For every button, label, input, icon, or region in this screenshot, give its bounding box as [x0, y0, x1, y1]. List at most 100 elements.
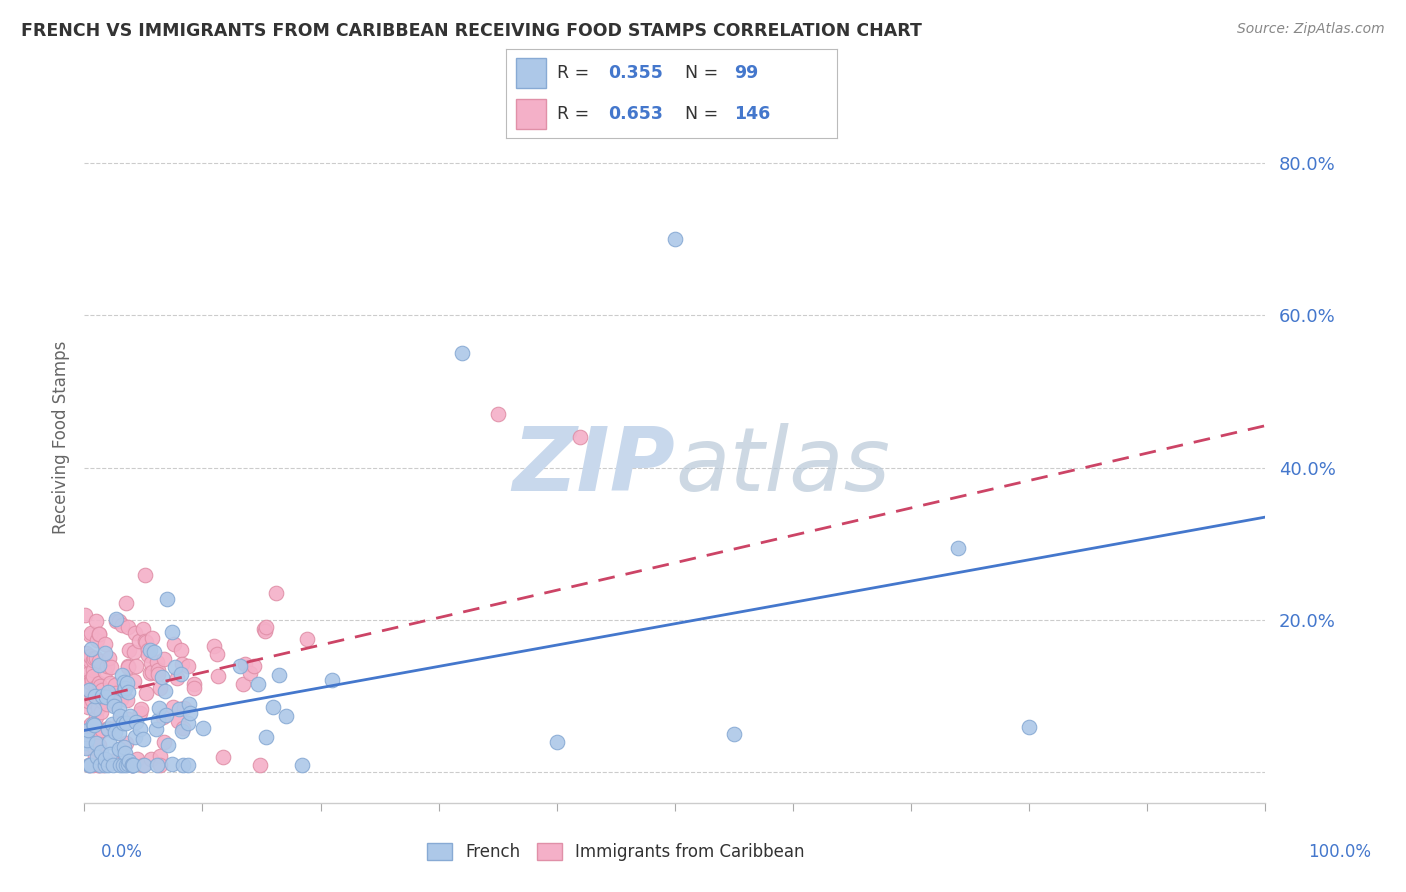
Point [111, 617, 134, 632]
Point [89, 681, 111, 696]
Point [108, 702, 131, 716]
Point [115, 757, 138, 772]
Point [84, 680, 107, 694]
Point [253, 623, 276, 637]
Point [112, 683, 135, 698]
Point [121, 757, 143, 772]
Point [86, 750, 108, 764]
Point [262, 700, 284, 714]
Point [89, 689, 111, 703]
Point [141, 665, 163, 679]
Point [105, 614, 128, 628]
Point [118, 708, 141, 723]
Point [169, 702, 191, 716]
Point [108, 614, 131, 628]
Point [76, 666, 98, 681]
Point [89, 679, 111, 693]
Point [94, 665, 117, 679]
Point [103, 698, 125, 713]
Point [121, 757, 143, 772]
Point [239, 665, 262, 680]
Point [146, 663, 169, 677]
Point [90, 689, 112, 703]
Point [156, 592, 179, 607]
Point [73, 740, 96, 755]
Point [146, 656, 169, 670]
Point [205, 647, 228, 661]
Text: N =: N = [685, 105, 723, 123]
Point [83, 689, 105, 703]
Point [75, 646, 97, 660]
Point [232, 677, 254, 691]
Point [89, 658, 111, 673]
Point [128, 633, 150, 648]
Point [96, 698, 118, 712]
Point [117, 620, 139, 634]
Point [139, 752, 162, 766]
Point [77, 727, 100, 741]
Point [77, 757, 100, 772]
Point [146, 757, 169, 772]
Point [163, 660, 186, 674]
Point [145, 723, 167, 737]
Point [114, 596, 136, 610]
Point [87, 676, 110, 690]
Point [264, 586, 287, 600]
Point [91, 757, 114, 772]
Point [172, 757, 194, 772]
Point [276, 709, 298, 723]
Point [249, 757, 271, 772]
Point [546, 735, 568, 749]
Point [77, 723, 100, 738]
Text: R =: R = [557, 64, 595, 82]
Point [121, 757, 143, 772]
Legend: French, Immigrants from Caribbean: French, Immigrants from Caribbean [420, 836, 811, 868]
Point [111, 668, 134, 682]
Point [84, 741, 107, 756]
Point [122, 674, 145, 689]
Point [83, 748, 105, 763]
Point [1018, 720, 1040, 734]
Point [948, 541, 970, 555]
Point [129, 706, 152, 721]
Point [89, 757, 111, 772]
Point [82, 717, 104, 731]
Point [152, 709, 174, 723]
Point [82, 663, 104, 677]
Text: 0.0%: 0.0% [101, 843, 143, 861]
Point [149, 757, 172, 772]
Point [125, 658, 148, 673]
Point [89, 725, 111, 739]
Point [114, 681, 136, 696]
Point [121, 757, 143, 772]
Point [97, 757, 120, 772]
Point [172, 721, 194, 735]
Point [162, 757, 184, 772]
Point [253, 624, 276, 639]
Point [153, 684, 176, 698]
Point [110, 757, 132, 772]
Point [132, 622, 155, 636]
Point [94, 752, 117, 766]
Point [87, 627, 110, 641]
Point [79, 642, 101, 657]
Point [77, 736, 100, 750]
Point [115, 676, 138, 690]
Point [77, 757, 100, 772]
Point [76, 682, 98, 697]
Point [94, 637, 117, 651]
Point [127, 751, 149, 765]
Point [90, 694, 112, 708]
Point [202, 639, 225, 653]
Point [100, 717, 122, 731]
Point [191, 722, 214, 736]
Point [83, 651, 105, 665]
Point [77, 739, 100, 754]
Point [98, 650, 121, 665]
Point [117, 660, 139, 674]
Point [117, 712, 139, 726]
Point [150, 670, 173, 684]
Point [76, 732, 98, 747]
Point [321, 673, 343, 687]
Point [135, 686, 157, 700]
